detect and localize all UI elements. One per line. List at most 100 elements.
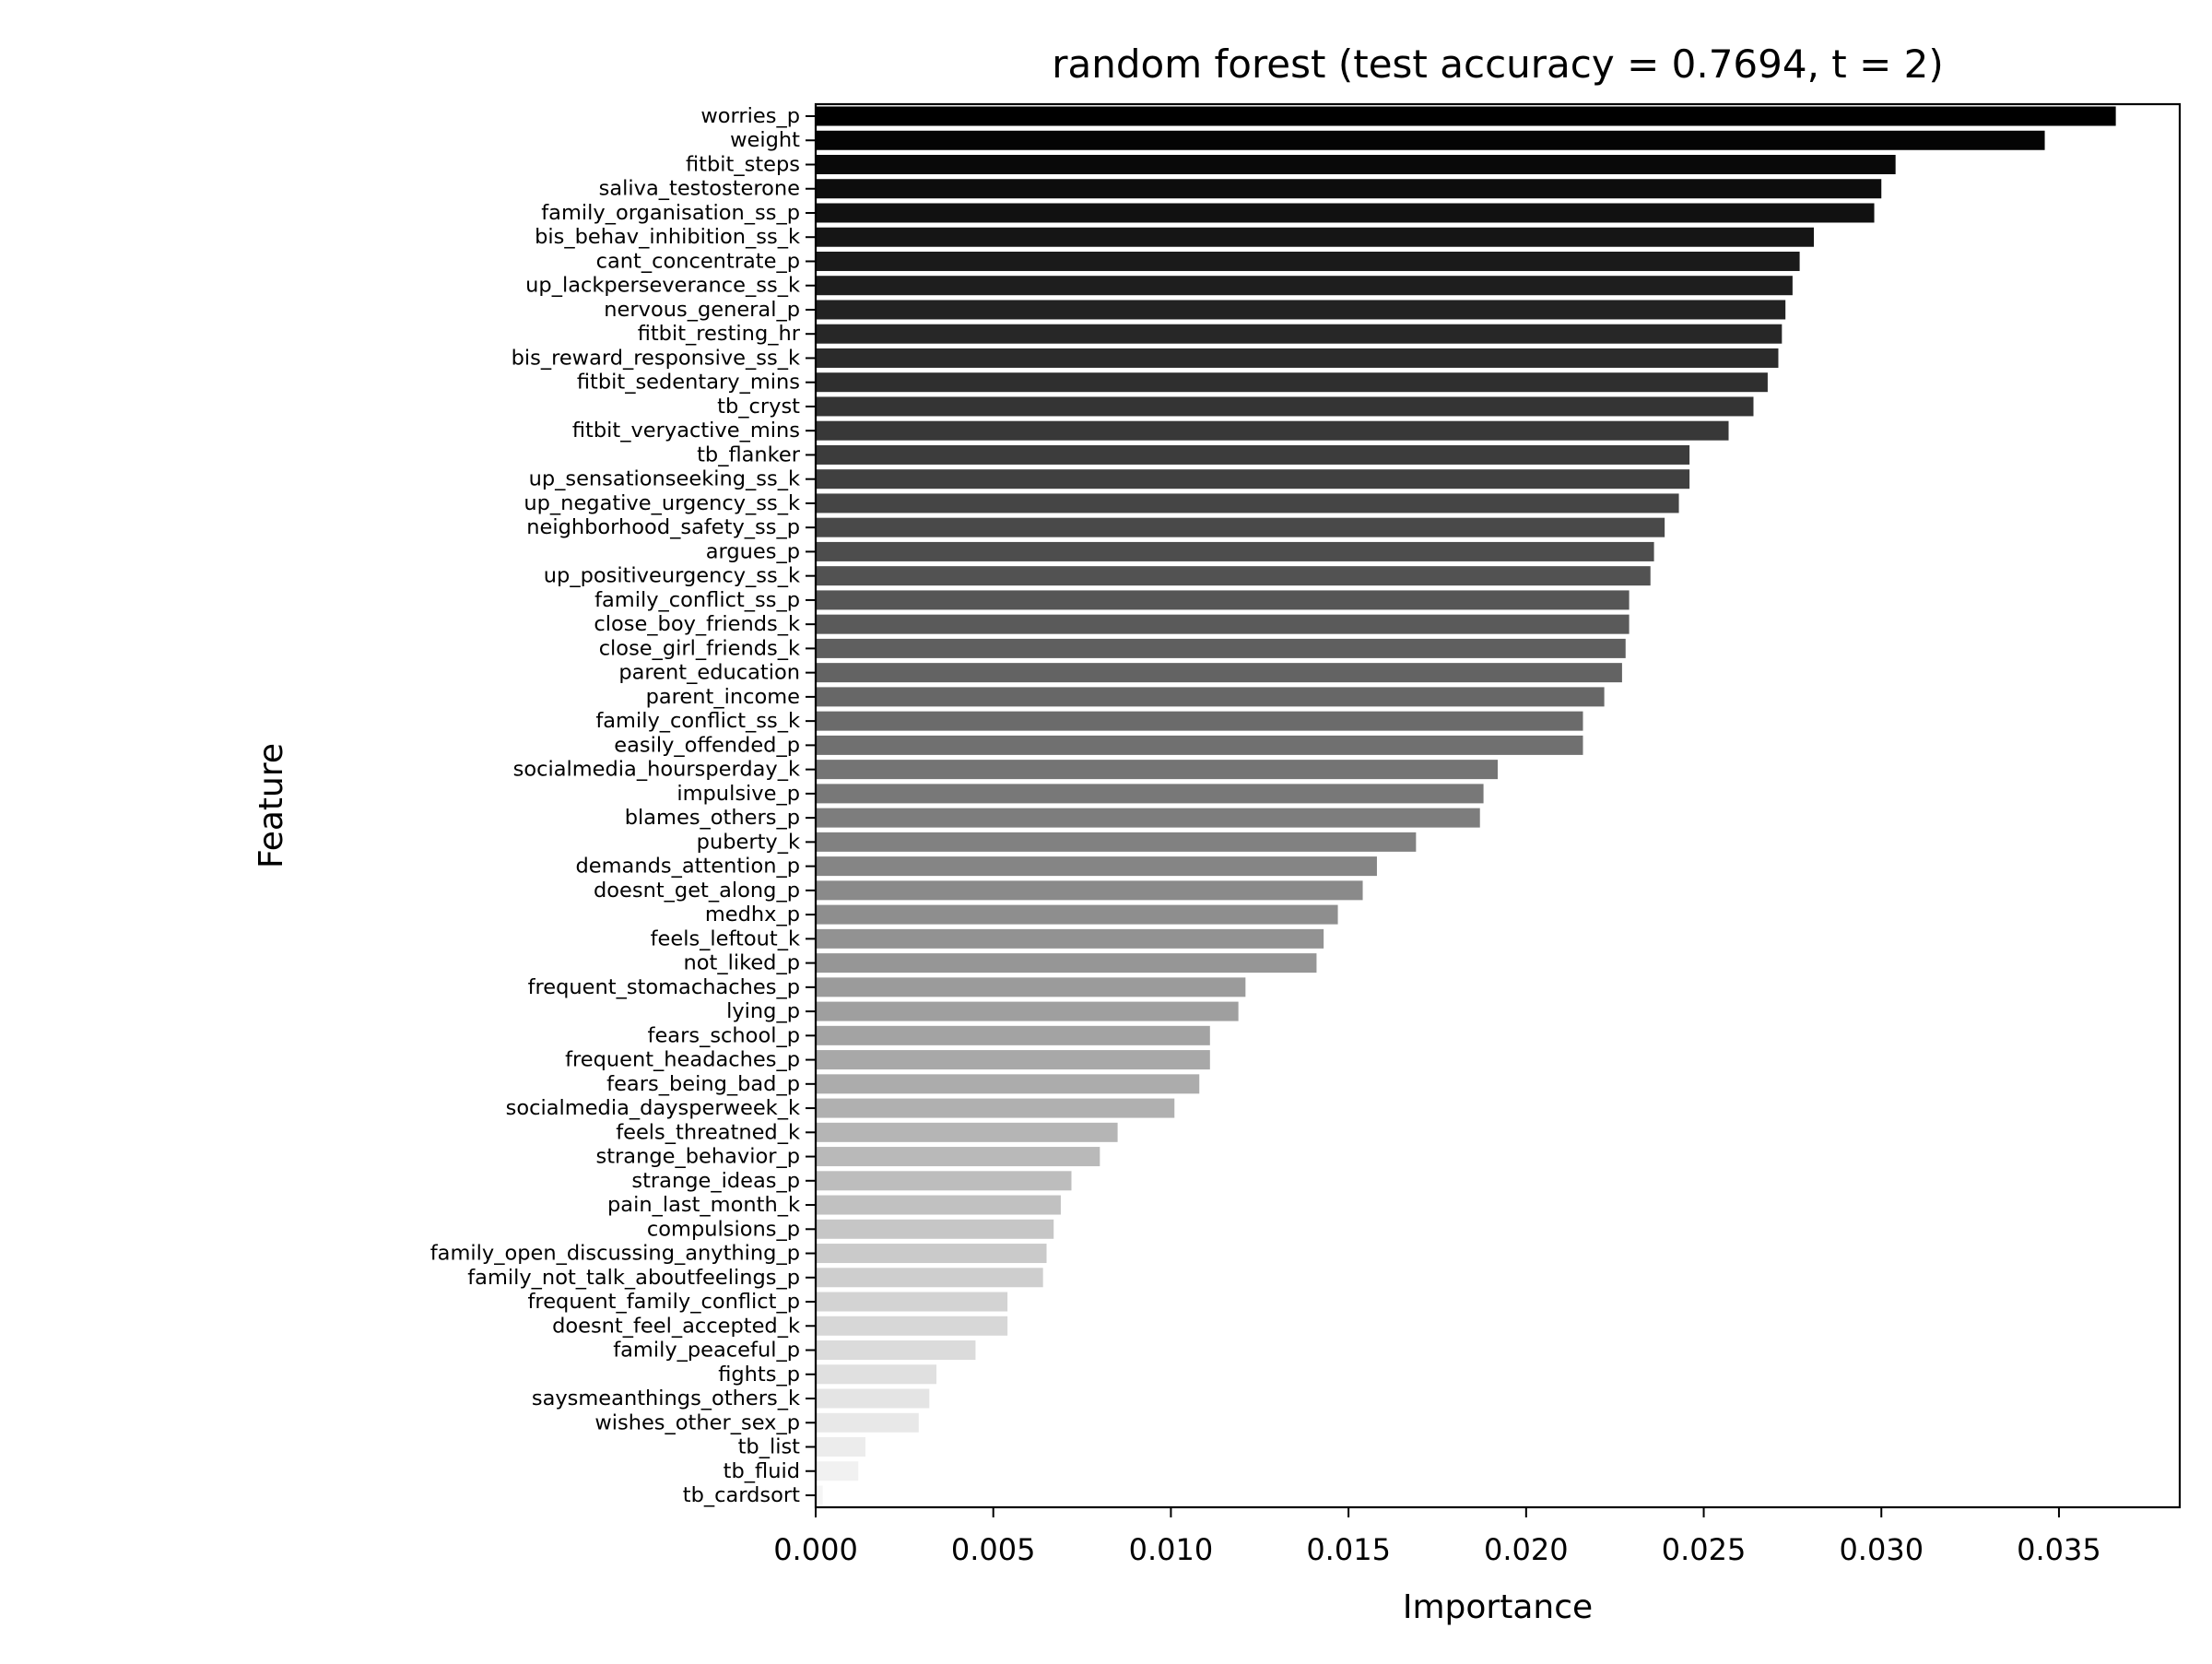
bar-fights_p [816, 1364, 937, 1385]
bar-bis_reward_responsive_ss_k [816, 348, 1779, 368]
y-tick-label: fears_school_p [648, 1023, 800, 1047]
y-tick-label: fitbit_resting_hr [638, 322, 801, 346]
bar-close_girl_friends_k [816, 638, 1626, 658]
bar-neighborhood_safety_ss_p [816, 517, 1665, 537]
bar-family_conflict_ss_k [816, 711, 1583, 731]
y-tick-label: up_lackperseverance_ss_k [525, 274, 800, 298]
bar-medhx_p [816, 904, 1338, 925]
x-tick-label: 0.015 [1306, 1532, 1391, 1567]
bar-strange_ideas_p [816, 1171, 1072, 1191]
bar-parent_income [816, 687, 1605, 707]
y-tick-label: fights_p [718, 1363, 800, 1387]
y-tick-label: socialmedia_hoursperday_k [513, 758, 800, 782]
y-tick-label: compulsions_p [647, 1217, 800, 1241]
y-tick-label: strange_behavior_p [595, 1145, 800, 1169]
bar-bis_behav_inhibition_ss_k [816, 227, 1815, 247]
x-tick-label: 0.000 [773, 1532, 858, 1567]
bar-fitbit_steps [816, 154, 1896, 174]
y-tick-label: pain_last_month_k [607, 1193, 800, 1217]
x-axis-ticks: 0.000 0.005 0.010 0.015 0.020 0.025 0.030 0.035 [773, 1507, 2101, 1567]
y-tick-label: puberty_k [697, 830, 800, 854]
y-tick-label: feels_leftout_k [651, 926, 800, 950]
bar-family_peaceful_p [816, 1340, 976, 1361]
y-tick-label: family_conflict_ss_k [595, 709, 800, 733]
y-tick-label: demands_attention_p [575, 855, 800, 879]
bar-nervous_general_p [816, 300, 1786, 320]
y-tick-label: easily_offended_p [614, 733, 800, 757]
bar-demands_attention_p [816, 856, 1377, 877]
bar-doesnt_get_along_p [816, 880, 1363, 901]
y-tick-label: medhx_p [705, 903, 800, 926]
y-tick-label: tb_list [738, 1435, 801, 1459]
y-tick-label: tb_fluid [724, 1459, 800, 1483]
y-tick-label: argues_p [706, 539, 800, 563]
bar-frequent_stomachaches_p [816, 977, 1246, 997]
y-tick-label: up_positiveurgency_ss_k [544, 564, 800, 588]
bar-cant_concentrate_p [816, 251, 1800, 271]
bar-tb_flanker [816, 444, 1690, 465]
y-tick-label: fitbit_steps [686, 152, 800, 176]
y-tick-label: impulsive_p [677, 782, 800, 806]
plot-frame [814, 102, 2182, 1509]
x-tick-label: 0.025 [1662, 1532, 1747, 1567]
y-tick-label: worries_p [700, 104, 800, 128]
bar-wishes_other_sex_p [816, 1412, 919, 1433]
bar-doesnt_feel_accepted_k [816, 1316, 1008, 1336]
bar-up_negative_urgency_ss_k [816, 493, 1679, 513]
y-tick-label: frequent_headaches_p [565, 1048, 800, 1072]
bar-weight [816, 130, 2045, 150]
y-tick-label: neighborhood_safety_ss_p [526, 515, 800, 539]
y-tick-label: socialmedia_daysperweek_k [506, 1096, 800, 1120]
x-tick-label: 0.035 [2017, 1532, 2101, 1567]
bar-easily_offended_p [816, 735, 1583, 755]
bar-frequent_headaches_p [816, 1050, 1210, 1070]
y-tick-label: parent_income [646, 685, 800, 709]
bar-blames_others_p [816, 808, 1480, 828]
y-tick-label: bis_behav_inhibition_ss_k [535, 225, 800, 249]
x-tick-label: 0.005 [951, 1532, 1036, 1567]
bar-fears_school_p [816, 1025, 1210, 1045]
y-tick-label: family_organisation_ss_p [541, 201, 800, 225]
bar-saysmeanthings_others_k [816, 1388, 930, 1409]
bar-fitbit_resting_hr [816, 324, 1783, 344]
y-tick-label: saliva_testosterone [599, 177, 800, 201]
y-tick-label: blames_others_p [625, 806, 800, 830]
y-tick-label: doesnt_get_along_p [594, 879, 800, 903]
y-axis-label: Feature [253, 743, 290, 868]
bar-tb_cryst [816, 396, 1754, 417]
y-tick-label: fears_being_bad_p [606, 1072, 800, 1096]
bar-frequent_family_conflict_p [816, 1292, 1008, 1312]
bar-fears_being_bad_p [816, 1074, 1200, 1094]
y-tick-label: saysmeanthings_others_k [532, 1387, 800, 1410]
bar-strange_behavior_p [816, 1147, 1100, 1167]
y-tick-label: close_boy_friends_k [594, 612, 800, 636]
x-tick-label: 0.030 [1839, 1532, 1924, 1567]
bar-up_positiveurgency_ss_k [816, 566, 1651, 586]
bar-not_liked_p [816, 953, 1317, 974]
y-tick-label: wishes_other_sex_p [594, 1410, 800, 1434]
y-tick-label: lying_p [726, 999, 800, 1023]
chart-title: random forest (test accuracy = 0.7694, t… [1052, 41, 1944, 87]
bar-family_not_talk_aboutfeelings_p [816, 1268, 1043, 1288]
y-tick-label: strange_ideas_p [631, 1169, 800, 1193]
y-tick-label: tb_cryst [717, 395, 800, 419]
bar-lying_p [816, 1001, 1239, 1021]
bar-socialmedia_hoursperday_k [816, 760, 1498, 780]
bar-worries_p [816, 106, 2116, 126]
y-tick-label: weight [730, 128, 800, 152]
y-axis-ticks: worries_pweightfitbit_stepssaliva_testos… [430, 104, 816, 1507]
bar-compulsions_p [816, 1219, 1054, 1239]
y-tick-label: close_girl_friends_k [599, 636, 800, 660]
bar-saliva_testosterone [816, 179, 1882, 199]
bar-family_open_discussing_anything_p [816, 1244, 1047, 1264]
bar-parent_education [816, 663, 1622, 683]
y-tick-label: family_peaceful_p [613, 1339, 800, 1363]
y-tick-label: up_negative_urgency_ss_k [524, 491, 800, 515]
bar-puberty_k [816, 832, 1417, 852]
bar-family_organisation_ss_p [816, 203, 1875, 223]
y-tick-label: fitbit_sedentary_mins [577, 371, 800, 395]
y-tick-label: up_sensationseeking_ss_k [529, 467, 800, 491]
bar-fitbit_sedentary_mins [816, 372, 1768, 393]
